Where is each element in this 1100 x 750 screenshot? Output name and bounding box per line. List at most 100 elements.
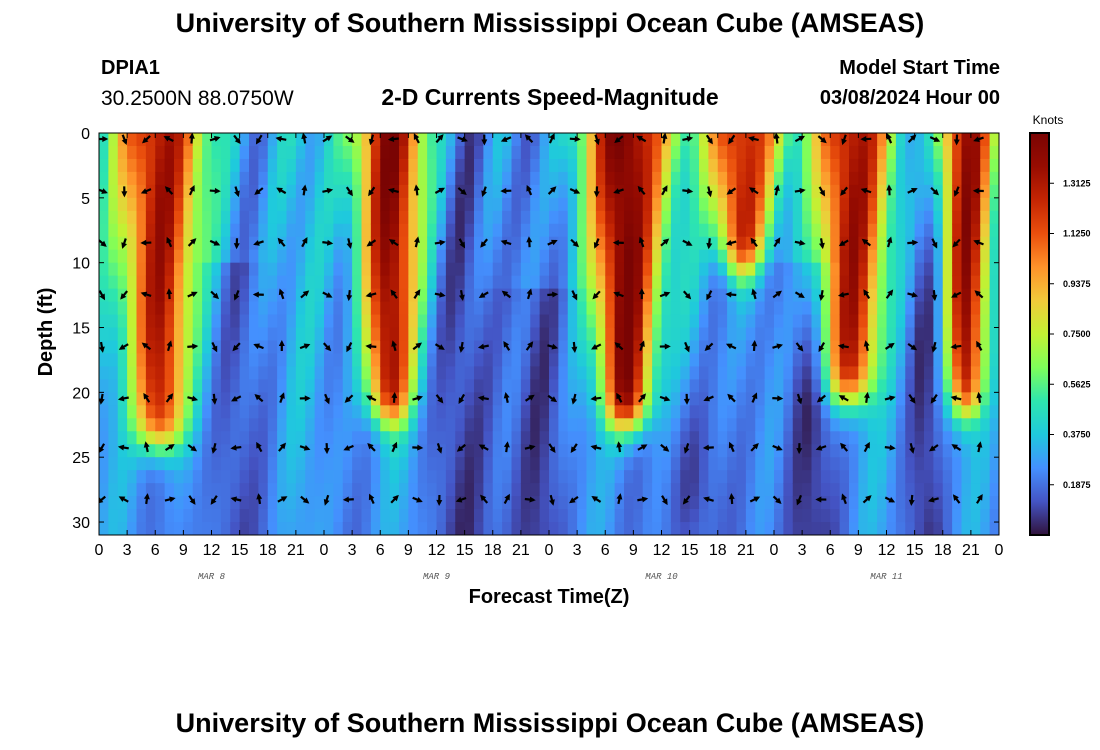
current-arrow bbox=[704, 342, 714, 351]
heatmap-cell bbox=[820, 431, 831, 445]
x-tick-label: 3 bbox=[798, 542, 807, 559]
heatmap-cell bbox=[136, 249, 147, 264]
current-arrow bbox=[614, 135, 624, 144]
heatmap-cell bbox=[342, 457, 353, 471]
heatmap-cell bbox=[595, 379, 606, 393]
heatmap-cell bbox=[127, 418, 138, 432]
heatmap-cell bbox=[474, 353, 484, 368]
heatmap-cell bbox=[520, 197, 531, 212]
heatmap-cell bbox=[624, 379, 634, 393]
heatmap-cell bbox=[624, 197, 634, 212]
heatmap-cell bbox=[680, 470, 691, 484]
heatmap-cell bbox=[483, 457, 494, 471]
heatmap-cell bbox=[174, 405, 184, 419]
heatmap-cell bbox=[305, 133, 316, 147]
heatmap-cell bbox=[370, 262, 381, 277]
heatmap-cell bbox=[577, 457, 588, 471]
heatmap-cell bbox=[914, 249, 925, 264]
heatmap-cell bbox=[558, 457, 569, 471]
heatmap-cell bbox=[333, 340, 344, 355]
heatmap-cell bbox=[614, 210, 625, 225]
heatmap-cell bbox=[380, 210, 391, 225]
heatmap-cell bbox=[342, 262, 353, 277]
heatmap-cell bbox=[314, 301, 325, 316]
heatmap-cell bbox=[680, 457, 691, 471]
heatmap-cell bbox=[642, 522, 653, 535]
heatmap-cell bbox=[370, 405, 381, 419]
heatmap-cell bbox=[661, 483, 672, 497]
heatmap-cell bbox=[614, 353, 625, 368]
heatmap-cell bbox=[417, 496, 428, 510]
heatmap-cell bbox=[577, 249, 588, 264]
heatmap-cell bbox=[727, 210, 738, 225]
heatmap-cell bbox=[670, 392, 681, 406]
heatmap-cell bbox=[652, 431, 663, 445]
heatmap-cell bbox=[867, 314, 878, 329]
heatmap-cell bbox=[436, 522, 447, 535]
heatmap-cell bbox=[764, 431, 775, 445]
heatmap-cell bbox=[483, 405, 494, 419]
heatmap-cell bbox=[408, 483, 419, 497]
heatmap-cell bbox=[520, 431, 531, 445]
current-arrow bbox=[951, 291, 962, 298]
heatmap-cell bbox=[652, 145, 663, 160]
current-arrow bbox=[702, 444, 714, 451]
heatmap-cell bbox=[220, 327, 231, 342]
heatmap-cell bbox=[445, 301, 456, 316]
heatmap-cell bbox=[239, 327, 250, 342]
heatmap-cell bbox=[577, 379, 588, 393]
heatmap-cell bbox=[783, 379, 794, 393]
heatmap-cell bbox=[745, 522, 756, 535]
heatmap-cell bbox=[361, 236, 372, 251]
heatmap-cell bbox=[155, 145, 166, 160]
heatmap-cell bbox=[305, 262, 316, 277]
heatmap-cell bbox=[370, 145, 381, 160]
heatmap-cell bbox=[117, 470, 128, 484]
current-arrow bbox=[164, 444, 175, 452]
heatmap-cell bbox=[202, 262, 213, 277]
heatmap-cell bbox=[895, 145, 906, 160]
heatmap-cell bbox=[183, 184, 194, 199]
heatmap-cell bbox=[745, 509, 756, 523]
heatmap-cell bbox=[220, 522, 231, 535]
heatmap-cell bbox=[370, 431, 381, 445]
heatmap-cell bbox=[427, 223, 438, 238]
heatmap-cell bbox=[539, 522, 550, 535]
heatmap-cell bbox=[464, 210, 475, 225]
heatmap-cell bbox=[108, 392, 119, 406]
heatmap-cell bbox=[492, 327, 503, 342]
current-arrow bbox=[817, 135, 827, 144]
heatmap-cell bbox=[820, 470, 831, 484]
heatmap-cell bbox=[539, 496, 550, 510]
heatmap-cell bbox=[661, 418, 672, 432]
heatmap-cell bbox=[427, 379, 438, 393]
heatmap-cell bbox=[736, 249, 747, 264]
heatmap-cell bbox=[980, 366, 991, 380]
heatmap-cell bbox=[708, 197, 719, 212]
heatmap-cell bbox=[867, 470, 878, 484]
heatmap-cell bbox=[352, 133, 363, 147]
heatmap-cell bbox=[699, 301, 709, 316]
heatmap-cell bbox=[745, 418, 756, 432]
heatmap-cell bbox=[230, 249, 241, 264]
heatmap-cell bbox=[802, 340, 813, 355]
heatmap-cell bbox=[164, 444, 175, 458]
heatmap-cell bbox=[652, 405, 663, 419]
heatmap-cell bbox=[492, 197, 503, 212]
heatmap-cell bbox=[699, 262, 709, 277]
heatmap-cell bbox=[511, 340, 522, 355]
heatmap-cell bbox=[220, 275, 231, 290]
current-arrow bbox=[503, 392, 510, 403]
heatmap-cell bbox=[820, 418, 831, 432]
current-arrow bbox=[772, 495, 782, 504]
heatmap-cell bbox=[642, 171, 653, 186]
heatmap-cell bbox=[642, 379, 653, 393]
current-arrow bbox=[682, 239, 693, 246]
heatmap-cell bbox=[952, 249, 963, 264]
heatmap-cell bbox=[727, 379, 738, 393]
heatmap-cell bbox=[689, 275, 700, 290]
current-arrow bbox=[388, 187, 399, 194]
heatmap-cell bbox=[586, 275, 597, 290]
heatmap-cell bbox=[558, 249, 569, 264]
current-arrow bbox=[909, 443, 915, 454]
